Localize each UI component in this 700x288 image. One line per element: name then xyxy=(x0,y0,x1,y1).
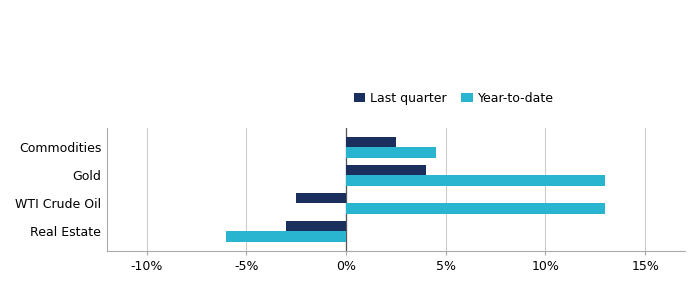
Bar xyxy=(346,147,435,158)
Legend: Last quarter, Year-to-date: Last quarter, Year-to-date xyxy=(349,87,559,110)
Bar xyxy=(346,203,606,214)
Bar xyxy=(286,221,346,231)
Bar xyxy=(346,137,396,147)
Bar xyxy=(226,231,346,242)
Bar xyxy=(346,165,426,175)
Bar xyxy=(346,175,606,186)
Bar xyxy=(296,193,346,203)
